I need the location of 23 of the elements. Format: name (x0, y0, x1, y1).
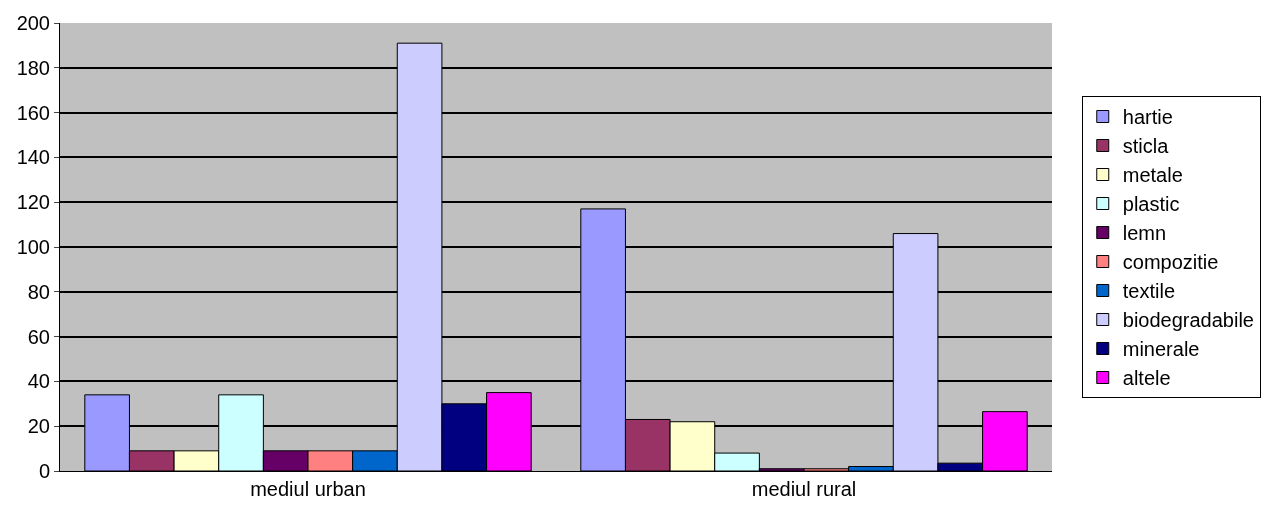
legend-label: sticla (1122, 135, 1170, 158)
legend-label: metale (1122, 164, 1183, 187)
y-tick-label: 140 (16, 146, 50, 169)
legend-label: lemn (1122, 222, 1167, 245)
y-tick-label: 60 (27, 325, 50, 348)
x-tick-label: mediul urban (250, 478, 366, 500)
y-tick-label: 160 (16, 101, 50, 124)
legend-label: altele (1122, 367, 1171, 390)
x-tick-label: mediul rural (751, 478, 857, 500)
y-tick-label: 0 (38, 460, 50, 482)
y-tick-label: 80 (27, 280, 50, 303)
y-tick-label: 40 (27, 370, 50, 393)
legend-label: minerale (1122, 338, 1200, 361)
y-tick-label: 180 (16, 56, 50, 79)
legend-label: hartie (1122, 106, 1173, 129)
legend-label: compozitie (1122, 251, 1219, 274)
y-tick-label: 200 (16, 12, 50, 34)
y-tick-label: 100 (16, 236, 50, 258)
legend-label: biodegradabile (1122, 309, 1254, 332)
y-tick-label: 20 (27, 415, 50, 438)
legend-label: plastic (1122, 193, 1180, 216)
y-tick-label: 120 (16, 191, 50, 214)
legend-label: textile (1122, 280, 1176, 303)
